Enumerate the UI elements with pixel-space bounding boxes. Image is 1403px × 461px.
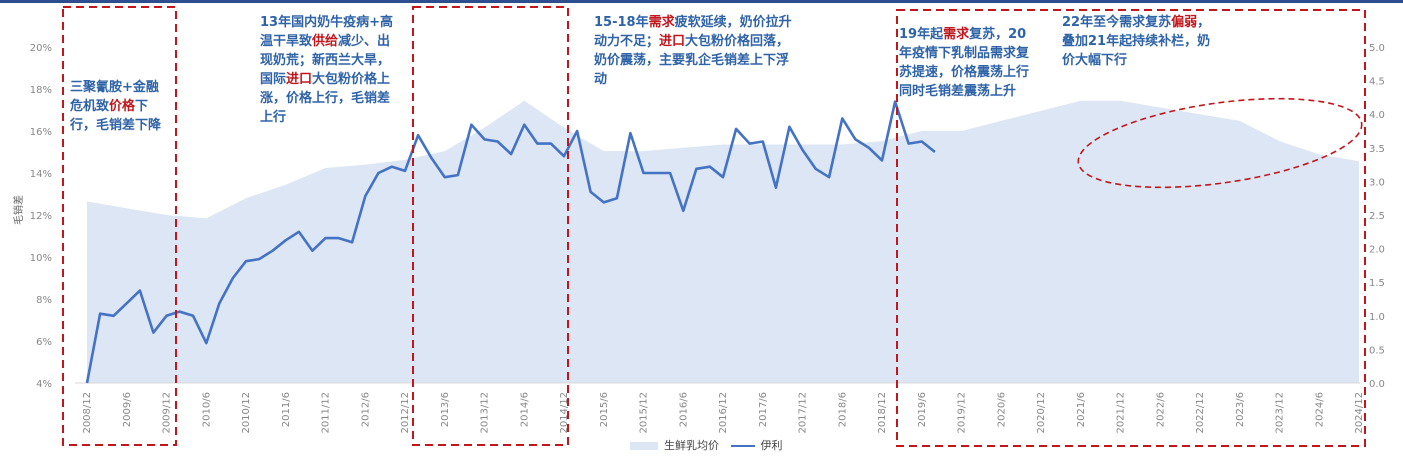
x-tick-label: 2019/12 <box>957 392 968 434</box>
annotation-1: 三聚氰胺+金融危机致价格下行，毛销差下降 <box>70 78 170 135</box>
left-tick-label: 4% <box>36 379 52 390</box>
right-tick-label: 0.5 <box>1369 345 1385 356</box>
x-tick-label: 2009/6 <box>122 392 133 427</box>
right-tick-label: 3.5 <box>1369 144 1385 155</box>
axes-layer: 4% 6% 8% 10% 12% 14% 16% 18% 20% 0.0 0.5 1.0 1.5 2.0 2… <box>12 43 1385 434</box>
left-tick-label: 20% <box>30 43 52 54</box>
dashed-period-box <box>62 6 177 446</box>
annotation-boxes <box>62 6 1366 447</box>
x-tick-label: 2020/12 <box>1036 392 1047 434</box>
right-tick-label: 4.0 <box>1369 110 1385 121</box>
annotation-text: 供给 <box>312 34 339 49</box>
annotation-text: 价格 <box>109 99 136 114</box>
x-tick-label: 2017/12 <box>798 392 809 434</box>
legend: 生鲜乳均价 伊利 <box>630 437 783 453</box>
left-tick-label: 12% <box>30 211 52 222</box>
legend-area-label: 生鲜乳均价 <box>664 439 719 452</box>
annotation-text: 22年至今需求复苏 <box>1062 15 1172 30</box>
annotation-text: 进口 <box>659 34 686 49</box>
right-tick-label: 2.5 <box>1369 211 1385 222</box>
x-tick-label: 2016/12 <box>718 392 729 434</box>
x-tick-label: 2014/6 <box>519 392 530 427</box>
right-tick-label: 1.0 <box>1369 312 1385 323</box>
annotation-text: 偏弱 <box>1171 15 1198 30</box>
x-tick-label: 2023/12 <box>1275 392 1286 434</box>
x-tick-label: 2011/12 <box>321 392 332 434</box>
right-tick-label: 2.0 <box>1369 245 1385 256</box>
x-tick-label: 2023/6 <box>1235 392 1246 427</box>
x-tick-label: 2018/12 <box>877 392 888 434</box>
x-tick-label: 2022/12 <box>1195 392 1206 434</box>
legend-area-swatch <box>630 442 658 450</box>
right-tick-label: 1.5 <box>1369 278 1385 289</box>
left-tick-label: 14% <box>30 169 52 180</box>
annotation-text: 13年国内奶牛疫病+高温干旱致 <box>260 15 393 49</box>
annotation-text: 复苏，20年疫情下乳制品需求复苏提速，价格震荡上行同时毛销差震荡上升 <box>899 27 1030 99</box>
annotation-text: 下行，毛销差下降 <box>70 99 162 133</box>
x-tick-label: 2024/6 <box>1314 392 1325 427</box>
x-tick-label: 2010/6 <box>201 392 212 427</box>
annotation-5: 22年至今需求复苏偏弱，叠加21年起持续补栏，奶价大幅下行 <box>1062 13 1212 70</box>
x-tick-label: 2014/12 <box>559 392 570 434</box>
left-tick-label: 8% <box>36 295 52 306</box>
right-tick-label: 5.0 <box>1369 43 1385 54</box>
annotation-text: 大包粉价格上涨，价格上行，毛销差上行 <box>260 72 391 125</box>
dashed-highlight-ellipse <box>1077 97 1363 189</box>
legend-line-label: 伊利 <box>760 439 783 452</box>
right-tick-label: 4.5 <box>1369 77 1385 88</box>
annotation-text: 疲软延续，奶价拉升动力不足； <box>594 15 792 49</box>
y-axis-title: 毛销差 <box>12 195 25 225</box>
line-series-yili <box>85 100 936 384</box>
legend-line-swatch <box>730 445 755 447</box>
annotation-text: 大包粉价格回落，奶价震荡，主要乳企毛销差上下浮动 <box>594 34 790 87</box>
x-tick-label: 2020/6 <box>996 392 1007 427</box>
area-layer <box>87 100 1359 383</box>
annotation-text: ，叠加21年起持续补栏，奶价大幅下行 <box>1062 15 1211 68</box>
top-border <box>0 0 1403 3</box>
annotation-4: 19年起需求复苏，20年疫情下乳制品需求复苏提速，价格震荡上行同时毛销差震荡上升 <box>899 25 1031 101</box>
x-tick-label: 2008/12 <box>82 392 93 434</box>
dashed-period-box <box>412 6 569 446</box>
x-tick-label: 2010/12 <box>241 392 252 434</box>
x-tick-label: 2013/6 <box>440 392 451 427</box>
x-tick-label: 2009/12 <box>162 392 173 434</box>
annotation-text: 三聚氰胺+金融危机致 <box>70 80 159 114</box>
x-tick-label: 2015/12 <box>639 392 650 434</box>
annotation-3: 15-18年需求疲软延续，奶价拉升动力不足；进口大包粉价格回落，奶价震荡，主要乳… <box>594 13 794 89</box>
x-tick-label: 2024/12 <box>1354 392 1365 434</box>
x-tick-label: 2021/12 <box>1116 392 1127 434</box>
right-tick-label: 0.0 <box>1369 379 1385 390</box>
annotation-text: 需求 <box>648 15 675 30</box>
line-layer <box>85 100 936 384</box>
dashed-period-box <box>896 9 1366 447</box>
annotation-2: 13年国内奶牛疫病+高温干旱致供给减少、出现奶荒；新西兰大旱，国际进口大包粉价格… <box>260 13 400 127</box>
x-tick-label: 2012/12 <box>400 392 411 434</box>
left-tick-label: 18% <box>30 85 52 96</box>
annotation-text: 15-18年 <box>594 15 649 30</box>
left-tick-label: 6% <box>36 337 52 348</box>
x-tick-label: 2019/6 <box>917 392 928 427</box>
x-tick-label: 2013/12 <box>480 392 491 434</box>
right-tick-label: 3.0 <box>1369 177 1385 188</box>
annotation-text: 进口 <box>286 72 313 87</box>
x-tick-label: 2012/6 <box>360 392 371 427</box>
x-tick-label: 2016/6 <box>678 392 689 427</box>
x-tick-label: 2011/6 <box>281 392 292 427</box>
annotation-text: 减少、出现奶荒；新西兰大旱，国际 <box>260 34 391 87</box>
annotation-text: 19年起 <box>899 27 944 42</box>
x-tick-label: 2017/6 <box>758 392 769 427</box>
annotation-text: 需求 <box>943 27 970 42</box>
x-tick-label: 2018/6 <box>837 392 848 427</box>
area-series-raw-milk-price <box>87 100 1359 383</box>
left-tick-label: 16% <box>30 127 52 138</box>
x-tick-label: 2021/6 <box>1076 392 1087 427</box>
left-tick-label: 10% <box>30 253 52 264</box>
x-tick-label: 2022/6 <box>1155 392 1166 427</box>
x-tick-label: 2015/6 <box>599 392 610 427</box>
